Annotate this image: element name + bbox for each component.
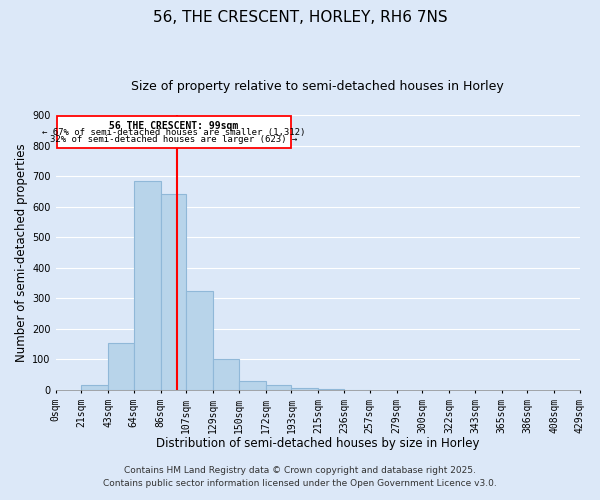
Y-axis label: Number of semi-detached properties: Number of semi-detached properties (15, 143, 28, 362)
Bar (292, 388, 319, 390)
X-axis label: Distribution of semi-detached houses by size in Horley: Distribution of semi-detached houses by … (156, 437, 479, 450)
Text: Contains HM Land Registry data © Crown copyright and database right 2025.
Contai: Contains HM Land Registry data © Crown c… (103, 466, 497, 487)
Text: 56, THE CRESCENT, HORLEY, RH6 7NS: 56, THE CRESCENT, HORLEY, RH6 7NS (152, 10, 448, 25)
FancyBboxPatch shape (57, 116, 292, 148)
Title: Size of property relative to semi-detached houses in Horley: Size of property relative to semi-detach… (131, 80, 504, 93)
Bar (108, 342, 134, 390)
Bar (81, 386, 108, 390)
Bar (161, 194, 187, 390)
Text: 56 THE CRESCENT: 99sqm: 56 THE CRESCENT: 99sqm (109, 121, 239, 131)
Bar (134, 180, 161, 390)
Bar (239, 381, 266, 390)
Text: 32% of semi-detached houses are larger (623) →: 32% of semi-detached houses are larger (… (50, 134, 298, 143)
Bar (266, 386, 292, 390)
Bar (187, 290, 213, 390)
Text: ← 67% of semi-detached houses are smaller (1,312): ← 67% of semi-detached houses are smalle… (43, 128, 306, 138)
Bar (213, 360, 239, 390)
